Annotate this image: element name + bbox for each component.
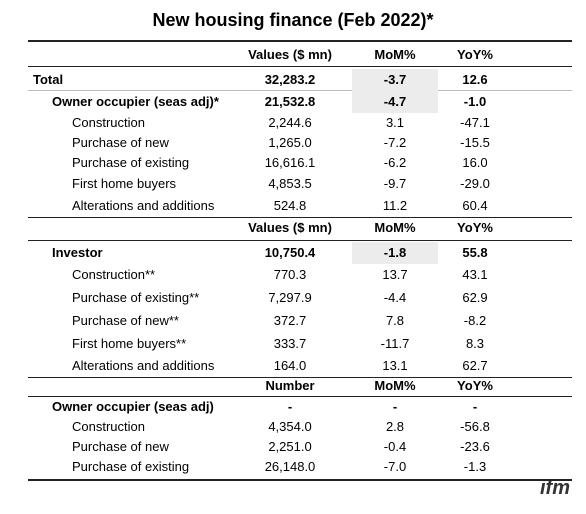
- table-title: New housing finance (Feb 2022)*: [152, 10, 434, 30]
- cell-value: -: [472, 399, 478, 414]
- cell-value: -1.8: [383, 245, 407, 260]
- cell-value: -1.0: [463, 94, 487, 109]
- cell-value: 3.1: [385, 115, 405, 130]
- row-label: Owner occupier (seas adj): [52, 399, 214, 414]
- row-label: First home buyers: [72, 176, 177, 191]
- cell-value: 62.9: [462, 290, 488, 305]
- cell-value: -29.0: [460, 176, 490, 191]
- rule-line: [28, 90, 572, 91]
- cell-value: -9.7: [383, 176, 407, 191]
- logo: ifm: [540, 477, 570, 499]
- cell-value: 21,532.8: [264, 94, 316, 109]
- cell-value: -6.2: [383, 155, 407, 170]
- row-label: First home buyers**: [72, 336, 187, 351]
- cell-value: 11.2: [382, 198, 408, 213]
- cell-value: -4.7: [383, 94, 407, 109]
- cell-value: 13.1: [382, 358, 408, 373]
- column-header: MoM%: [374, 47, 416, 62]
- cell-value: 43.1: [462, 267, 488, 282]
- row-label: Alterations and additions: [72, 358, 215, 373]
- column-header: MoM%: [374, 378, 416, 393]
- cell-value: -7.2: [383, 135, 407, 150]
- rule-line: [28, 66, 572, 67]
- highlight: [352, 69, 438, 91]
- column-header: Values ($ mn): [248, 220, 332, 235]
- cell-value: -15.5: [460, 135, 490, 150]
- cell-value: 7.8: [385, 313, 405, 328]
- cell-value: -1.3: [463, 459, 487, 474]
- cell-value: -8.2: [463, 313, 487, 328]
- cell-value: 372.7: [273, 313, 307, 328]
- cell-value: 10,750.4: [264, 245, 316, 260]
- column-header: YoY%: [457, 378, 493, 393]
- cell-value: -: [287, 399, 293, 414]
- cell-value: 4,354.0: [268, 419, 312, 434]
- row-label: Construction: [72, 115, 145, 130]
- cell-value: 16.0: [462, 155, 488, 170]
- cell-value: 2,244.6: [268, 115, 312, 130]
- row-label: Purchase of existing**: [72, 290, 200, 305]
- cell-value: 4,853.5: [268, 176, 312, 191]
- rule-line: [28, 377, 572, 378]
- rule-line: [28, 479, 572, 481]
- cell-value: 32,283.2: [264, 72, 316, 87]
- row-label: Alterations and additions: [72, 198, 215, 213]
- cell-value: 60.4: [462, 198, 488, 213]
- row-label: Purchase of existing: [72, 155, 190, 170]
- cell-value: 12.6: [462, 72, 488, 87]
- highlight: [352, 242, 438, 264]
- cell-value: -7.0: [383, 459, 407, 474]
- column-header: YoY%: [457, 220, 493, 235]
- cell-value: -56.8: [460, 419, 490, 434]
- cell-value: 164.0: [273, 358, 307, 373]
- row-label: Purchase of existing: [72, 459, 190, 474]
- row-label: Total: [33, 72, 64, 87]
- cell-value: 55.8: [462, 245, 488, 260]
- rule-line: [28, 40, 572, 42]
- row-label: Construction**: [72, 267, 156, 282]
- cell-value: 13.7: [382, 267, 408, 282]
- rule-line: [28, 240, 572, 241]
- cell-value: -: [392, 399, 398, 414]
- column-header: MoM%: [374, 220, 416, 235]
- cell-value: 8.3: [465, 336, 485, 351]
- cell-value: 26,148.0: [264, 459, 316, 474]
- cell-value: -0.4: [383, 439, 407, 454]
- cell-value: 2.8: [385, 419, 405, 434]
- row-label: Owner occupier (seas adj)*: [52, 94, 219, 109]
- column-header: YoY%: [457, 47, 493, 62]
- cell-value: 62.7: [462, 358, 488, 373]
- row-label: Construction: [72, 419, 145, 434]
- row-label: Purchase of new: [72, 135, 169, 150]
- column-header: Values ($ mn): [248, 47, 332, 62]
- cell-value: 770.3: [273, 267, 307, 282]
- cell-value: -11.7: [380, 336, 410, 351]
- rule-line: [28, 396, 572, 397]
- rule-line: [28, 217, 572, 218]
- highlight: [352, 91, 438, 113]
- cell-value: 16,616.1: [264, 155, 316, 170]
- cell-value: 1,265.0: [268, 135, 312, 150]
- row-label: Investor: [52, 245, 103, 260]
- row-label: Purchase of new**: [72, 313, 179, 328]
- cell-value: -47.1: [460, 115, 490, 130]
- cell-value: 2,251.0: [268, 439, 312, 454]
- cell-value: 524.8: [273, 198, 307, 213]
- cell-value: -23.6: [460, 439, 490, 454]
- cell-value: 7,297.9: [268, 290, 312, 305]
- cell-value: 333.7: [273, 336, 307, 351]
- cell-value: -4.4: [383, 290, 407, 305]
- column-header: Number: [265, 378, 315, 393]
- row-label: Purchase of new: [72, 439, 169, 454]
- cell-value: -3.7: [383, 72, 407, 87]
